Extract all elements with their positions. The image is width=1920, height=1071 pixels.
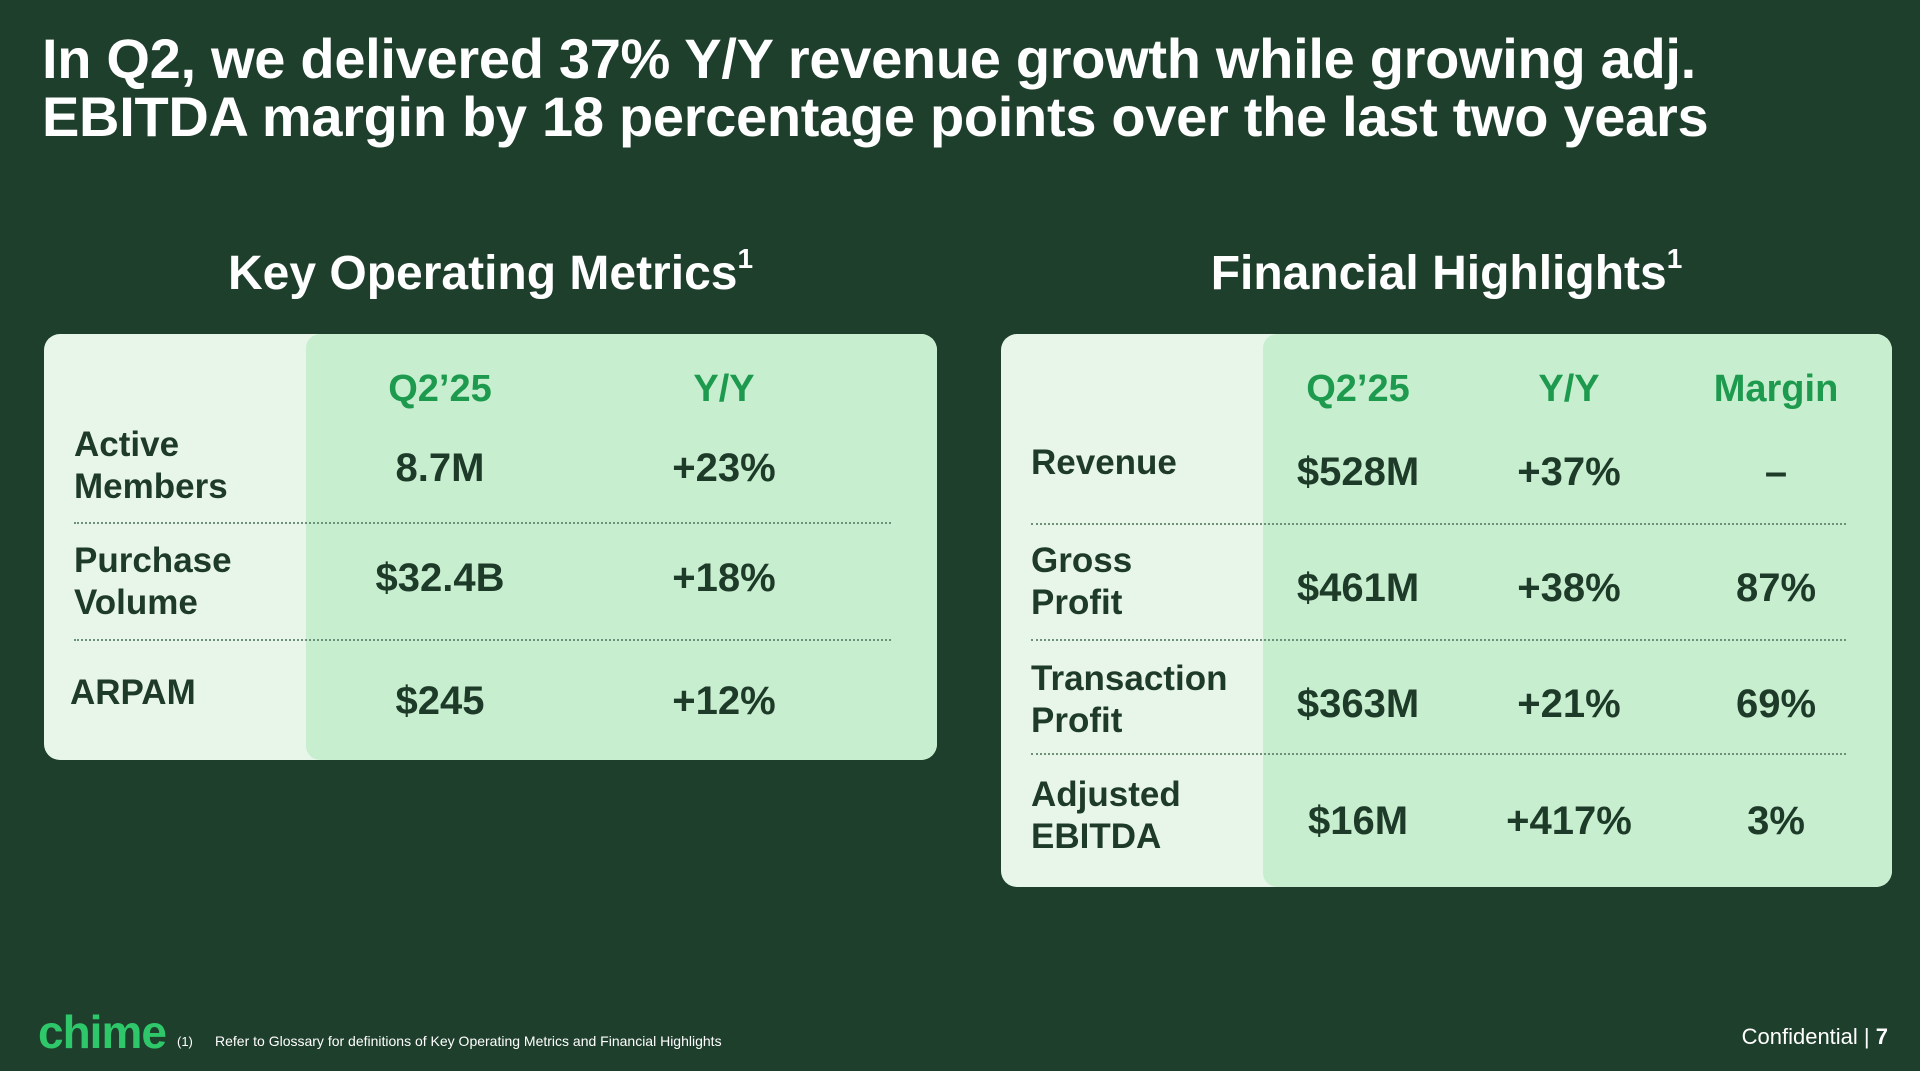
cell-adjusted-ebitda-yy: +417% <box>1506 799 1632 843</box>
cell-revenue-margin: – <box>1764 450 1788 494</box>
cell-revenue-yy: +37% <box>1517 450 1621 494</box>
cell-gross-profit-margin: 87% <box>1735 566 1817 610</box>
headline-line-2: EBITDA margin by 18 percentage points ov… <box>42 85 1709 148</box>
row-label-adjusted-ebitda: Adjusted EBITDA <box>1031 775 1181 856</box>
highlight-panel <box>306 334 937 760</box>
cell-adjusted-ebitda-q2-25: $16M <box>1307 799 1409 843</box>
financial-highlights-title: Financial Highlights1 <box>1210 243 1683 300</box>
row-label-transaction-profit: Transaction Profit <box>1031 659 1228 740</box>
cell-purchase-volume-yy: +18% <box>672 556 776 600</box>
footnote-marker: 1 <box>737 243 754 274</box>
column-header-margin: Margin <box>1713 368 1839 410</box>
headline-line-1: In Q2, we delivered 37% Y/Y revenue grow… <box>42 27 1696 90</box>
cell-gross-profit-q2-25: $461M <box>1296 566 1420 610</box>
key-operating-metrics-title: Key Operating Metrics1 <box>227 243 754 300</box>
row-divider <box>1031 639 1846 641</box>
column-header-yy: Y/Y <box>1538 368 1600 410</box>
column-header-q2-25: Q2’25 <box>1306 368 1410 410</box>
cell-gross-profit-yy: +38% <box>1517 566 1621 610</box>
financial-highlights-table: Q2’25 Y/Y Margin Revenue $528M +37% – Gr… <box>1001 334 1892 887</box>
cell-arpam-q2-25: $245 <box>395 679 485 723</box>
row-divider <box>1031 753 1846 755</box>
cell-active-members-q2-25: 8.7M <box>395 446 485 490</box>
row-label-revenue: Revenue <box>1031 443 1177 482</box>
chime-logo: chime <box>38 1006 167 1058</box>
cell-transaction-profit-q2-25: $363M <box>1296 682 1420 726</box>
slide-headline: In Q2, we delivered 37% Y/Y revenue grow… <box>42 30 1842 146</box>
row-label-gross-profit: Gross Profit <box>1031 541 1133 622</box>
footnote-text: Refer to Glossary for definitions of Key… <box>215 1033 722 1049</box>
row-divider <box>1031 523 1846 525</box>
row-label-active-members: Active Members <box>74 425 228 506</box>
row-divider <box>74 522 891 524</box>
cell-transaction-profit-yy: +21% <box>1517 682 1621 726</box>
cell-arpam-yy: +12% <box>672 679 776 723</box>
column-header-q2-25: Q2’25 <box>388 368 492 410</box>
footnote-number: (1) <box>177 1034 193 1049</box>
confidential-label: Confidential | 7 <box>1741 1024 1888 1049</box>
row-divider <box>74 639 891 641</box>
cell-active-members-yy: +23% <box>672 446 776 490</box>
footnote-marker: 1 <box>1666 243 1683 274</box>
cell-revenue-q2-25: $528M <box>1296 450 1420 494</box>
highlight-panel <box>1263 334 1892 887</box>
column-header-yy: Y/Y <box>693 368 755 410</box>
row-label-purchase-volume: Purchase Volume <box>74 541 232 622</box>
cell-purchase-volume-q2-25: $32.4B <box>375 556 505 600</box>
key-operating-metrics-table: Q2’25 Y/Y Active Members 8.7M +23% Purch… <box>44 334 937 760</box>
page-number: 7 <box>1875 1024 1888 1049</box>
cell-transaction-profit-margin: 69% <box>1735 682 1817 726</box>
row-label-arpam: ARPAM <box>70 673 196 712</box>
cell-adjusted-ebitda-margin: 3% <box>1747 799 1805 843</box>
